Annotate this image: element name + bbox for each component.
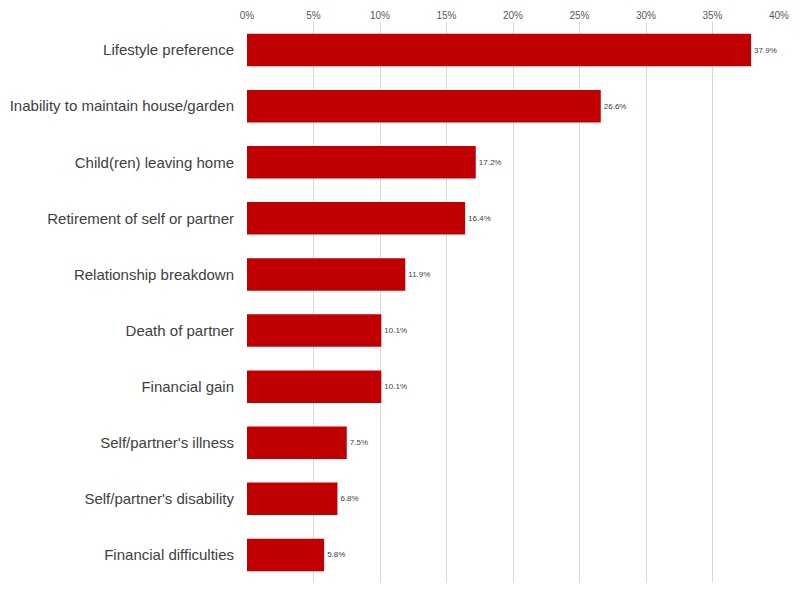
svg-text:16.4%: 16.4% <box>468 214 491 223</box>
svg-text:15%: 15% <box>436 10 456 21</box>
svg-text:7.5%: 7.5% <box>350 438 368 447</box>
svg-text:Financial difficulties: Financial difficulties <box>104 546 234 563</box>
svg-text:Lifestyle preference: Lifestyle preference <box>103 41 234 58</box>
svg-text:Financial gain: Financial gain <box>141 378 234 395</box>
svg-text:11.9%: 11.9% <box>408 270 430 279</box>
svg-text:5.8%: 5.8% <box>327 550 345 559</box>
svg-text:Retirement of self or partner: Retirement of self or partner <box>47 210 234 227</box>
svg-text:Death of partner: Death of partner <box>126 322 234 339</box>
svg-text:40%: 40% <box>769 10 789 21</box>
svg-text:5%: 5% <box>306 10 321 21</box>
svg-text:37.9%: 37.9% <box>754 46 777 55</box>
svg-text:Relationship breakdown: Relationship breakdown <box>74 266 234 283</box>
svg-text:6.8%: 6.8% <box>340 494 358 503</box>
svg-text:Child(ren) leaving home: Child(ren) leaving home <box>75 154 234 171</box>
svg-text:0%: 0% <box>240 10 255 21</box>
svg-text:10.1%: 10.1% <box>384 382 407 391</box>
svg-text:Self/partner's disability: Self/partner's disability <box>84 490 234 507</box>
svg-text:26.6%: 26.6% <box>604 102 627 111</box>
svg-text:Self/partner's illness: Self/partner's illness <box>100 434 234 451</box>
svg-text:10.1%: 10.1% <box>384 326 407 335</box>
svg-text:Inability to maintain house/ga: Inability to maintain house/garden <box>10 97 234 114</box>
svg-text:25%: 25% <box>569 10 589 21</box>
svg-text:10%: 10% <box>370 10 390 21</box>
svg-text:35%: 35% <box>702 10 722 21</box>
svg-text:20%: 20% <box>503 10 523 21</box>
svg-text:30%: 30% <box>636 10 656 21</box>
svg-text:17.2%: 17.2% <box>479 158 502 167</box>
